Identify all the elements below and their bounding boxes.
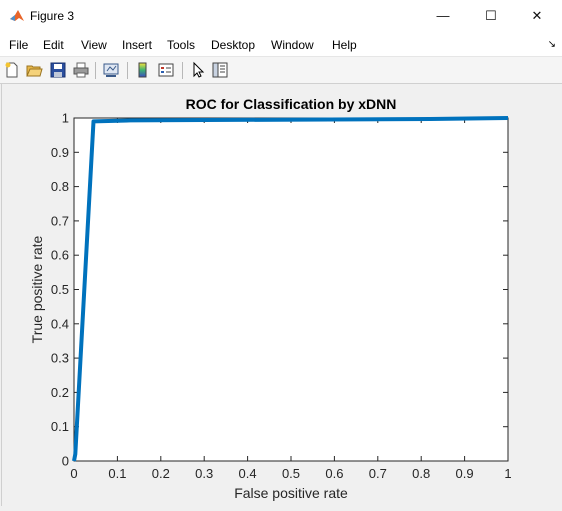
y-tick-label: 0.8 xyxy=(51,179,69,194)
maximize-button[interactable]: ☐ xyxy=(468,0,514,32)
chart-title: ROC for Classification by xDNN xyxy=(186,96,397,112)
menu-bar: File Edit View Insert Tools Desktop Wind… xyxy=(0,32,562,57)
window-titlebar: Figure 3 — ☐ ✕ xyxy=(0,0,562,32)
minimize-button[interactable]: — xyxy=(420,0,466,32)
y-tick-label: 0.4 xyxy=(51,316,69,331)
toolbar-separator xyxy=(95,62,96,79)
maximize-icon: ☐ xyxy=(485,8,497,23)
figure-canvas: 0 0.1 0.2 0.3 0.4 0.5 0.6 0.7 0.8 0.9 1 0 0.1 0.2 0.3 0… xyxy=(1,84,562,506)
y-tick-label: 0.2 xyxy=(51,385,69,400)
x-tick-label: 0.2 xyxy=(152,466,170,481)
x-axis-label: False positive rate xyxy=(234,485,348,501)
plot-area xyxy=(73,117,509,462)
menu-tools[interactable]: Tools xyxy=(167,38,196,52)
y-tick-label: 0.5 xyxy=(51,282,69,297)
minimize-icon: — xyxy=(436,8,450,23)
figure-toolbar xyxy=(0,57,562,84)
close-icon: ✕ xyxy=(531,8,543,23)
y-tick-label: 0 xyxy=(62,454,69,469)
menu-help[interactable]: Help xyxy=(332,38,357,52)
plot-marks xyxy=(72,116,509,462)
toolbar-separator xyxy=(127,62,128,79)
roc-chart: 0 0.1 0.2 0.3 0.4 0.5 0.6 0.7 0.8 0.9 1 0 0.1 0.2 0.3 0… xyxy=(29,96,512,501)
toolbar-separator xyxy=(182,62,183,79)
menu-desktop[interactable]: Desktop xyxy=(211,38,256,52)
link-plot-icon[interactable] xyxy=(102,61,120,79)
x-tick-label: 0.3 xyxy=(195,466,213,481)
x-tick-label: 0.8 xyxy=(412,466,430,481)
save-icon[interactable] xyxy=(49,61,67,79)
menu-window[interactable]: Window xyxy=(271,38,314,52)
x-tick-label: 0.6 xyxy=(325,466,343,481)
roc-curve xyxy=(72,116,509,462)
x-tick-label: 0.4 xyxy=(239,466,257,481)
x-tick-label: 0.1 xyxy=(108,466,126,481)
menu-insert[interactable]: Insert xyxy=(122,38,153,52)
open-file-icon[interactable] xyxy=(25,61,43,79)
y-axis-label: True positive rate xyxy=(29,235,45,343)
y-tick-label: 1 xyxy=(62,111,69,126)
insert-legend-icon[interactable] xyxy=(157,61,175,79)
x-tick-label: 0.9 xyxy=(456,466,474,481)
print-icon[interactable] xyxy=(72,61,90,79)
x-tick-label: 0.5 xyxy=(282,466,300,481)
x-tick-label: 0.7 xyxy=(369,466,387,481)
y-tick-label: 0.1 xyxy=(51,419,69,434)
new-figure-icon[interactable] xyxy=(3,61,21,79)
x-tick-label: 1 xyxy=(504,466,511,481)
matlab-icon xyxy=(10,10,24,21)
y-tick-label: 0.7 xyxy=(51,213,69,228)
axis-ticks: 0 0.1 0.2 0.3 0.4 0.5 0.6 0.7 0.8 0.9 1 0 0.1 0.2 0.3 0… xyxy=(51,111,512,482)
x-tick-label: 0 xyxy=(70,466,77,481)
y-tick-label: 0.9 xyxy=(51,145,69,160)
menu-file[interactable]: File xyxy=(9,38,29,52)
property-inspector-icon[interactable] xyxy=(211,61,229,79)
menu-edit[interactable]: Edit xyxy=(43,38,64,52)
menu-view[interactable]: View xyxy=(81,38,107,52)
dock-arrow-icon[interactable]: ↘ xyxy=(547,39,556,50)
y-tick-label: 0.3 xyxy=(51,351,69,366)
window-title: Figure 3 xyxy=(30,9,75,23)
y-tick-label: 0.6 xyxy=(51,248,69,263)
pointer-icon[interactable] xyxy=(189,61,207,79)
insert-colorbar-icon[interactable] xyxy=(134,61,152,79)
close-button[interactable]: ✕ xyxy=(514,0,560,32)
